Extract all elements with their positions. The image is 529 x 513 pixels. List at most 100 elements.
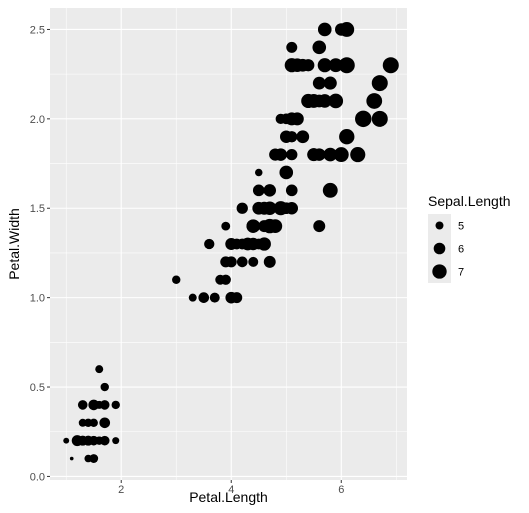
y-tick-label: 2.5 — [30, 24, 45, 36]
data-point — [188, 293, 197, 302]
legend-label: 7 — [458, 267, 464, 279]
x-tick-label: 2 — [118, 484, 124, 496]
data-points — [63, 22, 399, 463]
data-point — [99, 417, 111, 429]
data-point — [63, 437, 70, 444]
data-point — [231, 292, 243, 304]
data-point — [100, 382, 109, 392]
data-point — [268, 219, 283, 234]
data-point — [286, 148, 298, 161]
data-point — [215, 274, 226, 285]
legend-title: Sepal.Length — [428, 193, 511, 209]
data-point — [279, 165, 294, 180]
x-tick-label: 6 — [338, 484, 344, 496]
y-axis-ticks: 0.0 0.5 1.0 1.5 2.0 2.5 — [30, 24, 50, 483]
minor-grid — [50, 8, 407, 480]
data-point — [371, 110, 388, 127]
data-point — [89, 454, 99, 463]
y-tick-label: 2.0 — [30, 114, 45, 126]
data-point — [248, 256, 259, 267]
data-point — [339, 22, 355, 37]
legend-keys: 5 6 7 — [428, 214, 464, 283]
data-point — [236, 256, 248, 268]
data-point — [333, 147, 349, 163]
x-axis-ticks: 2 4 6 — [118, 480, 344, 496]
data-point — [290, 112, 304, 126]
data-point — [84, 454, 92, 463]
data-point — [312, 94, 326, 108]
x-tick-label: 4 — [228, 484, 234, 496]
y-axis-title: Petal.Width — [6, 208, 22, 280]
data-point — [111, 400, 120, 410]
data-point — [275, 113, 286, 125]
y-tick-label: 0.0 — [30, 471, 45, 483]
data-point — [312, 76, 326, 90]
data-point — [290, 58, 305, 73]
data-point — [355, 110, 372, 128]
data-point — [307, 148, 321, 162]
data-point — [236, 202, 248, 214]
data-point — [84, 419, 92, 427]
legend-key-point — [435, 221, 444, 230]
data-point — [257, 237, 271, 251]
data-point — [280, 130, 293, 143]
data-point — [246, 219, 260, 233]
legend-key-point — [433, 242, 446, 255]
data-point — [323, 76, 337, 90]
legend-label: 5 — [458, 221, 464, 233]
data-point — [84, 436, 93, 445]
data-point — [328, 58, 343, 73]
data-point — [263, 255, 276, 268]
data-point — [69, 456, 74, 461]
data-point — [323, 147, 338, 162]
data-point — [252, 184, 265, 197]
data-point — [339, 129, 355, 145]
data-point — [366, 93, 383, 109]
data-point — [286, 41, 298, 53]
data-point — [338, 57, 355, 74]
data-point — [302, 59, 315, 72]
legend: Sepal.Length 5 6 7 — [428, 193, 511, 283]
data-point — [80, 438, 86, 443]
data-point — [241, 237, 254, 251]
x-axis-title: Petal.Length — [189, 489, 268, 505]
data-point — [317, 22, 332, 37]
data-point — [301, 93, 316, 109]
data-point — [313, 220, 326, 233]
y-tick-label: 1.5 — [30, 203, 45, 215]
data-point — [296, 130, 310, 144]
data-point — [328, 93, 344, 109]
data-point — [350, 147, 366, 163]
data-point — [80, 420, 86, 426]
data-point — [371, 75, 388, 92]
data-point — [198, 292, 210, 303]
data-point — [258, 220, 271, 233]
data-point — [322, 182, 338, 198]
data-point — [263, 184, 277, 197]
data-point — [285, 201, 299, 215]
data-point — [231, 238, 243, 250]
legend-key-point — [432, 264, 447, 279]
legend-label: 6 — [458, 244, 464, 256]
data-point — [89, 418, 98, 427]
data-point — [209, 292, 220, 303]
data-point — [221, 221, 231, 231]
data-point — [253, 203, 264, 214]
data-point — [317, 58, 332, 73]
data-point — [225, 256, 237, 268]
data-point — [172, 275, 181, 284]
data-point — [312, 40, 327, 55]
y-tick-label: 1.0 — [30, 293, 45, 305]
data-point — [285, 184, 298, 197]
data-point — [77, 400, 88, 410]
data-point — [254, 168, 263, 177]
data-point — [269, 148, 282, 161]
y-tick-label: 0.5 — [30, 382, 45, 394]
data-point — [382, 57, 399, 74]
data-point — [204, 238, 215, 250]
data-point — [112, 437, 120, 445]
data-point — [262, 201, 277, 216]
data-point — [88, 400, 99, 410]
data-point — [95, 365, 104, 374]
